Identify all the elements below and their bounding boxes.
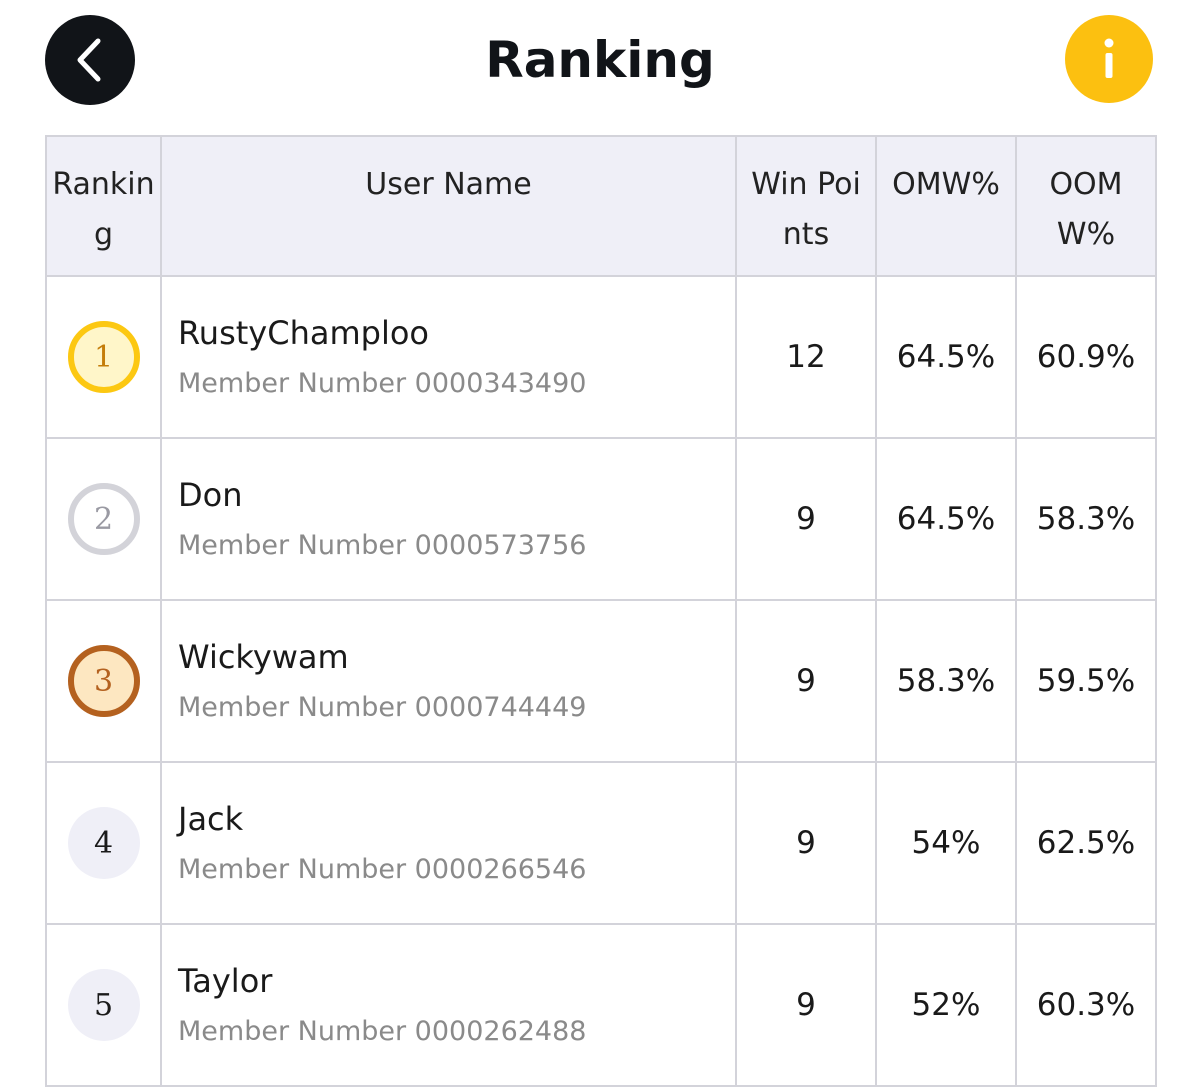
page-title: Ranking: [485, 31, 715, 89]
member-number: Member Number 0000262488: [178, 1016, 587, 1047]
oomw-cell: 58.3%: [1015, 437, 1157, 601]
rank-cell: 5: [45, 923, 162, 1087]
info-icon: [1104, 38, 1114, 78]
column-header-ranking: Ranking: [45, 135, 162, 277]
ranking-table-container: Ranking User Name Win Points OMW% OOMW% …: [45, 135, 1157, 1087]
user-cell: Taylor Member Number 0000262488: [160, 923, 737, 1087]
ranking-table: Ranking User Name Win Points OMW% OOMW% …: [45, 135, 1157, 1087]
oomw-cell: 60.9%: [1015, 275, 1157, 439]
info-button[interactable]: [1065, 15, 1153, 103]
table-row[interactable]: 2 Don Member Number 0000573756 9 64.5% 5…: [45, 437, 1157, 601]
user-name: Jack: [178, 800, 244, 838]
column-header-user-name: User Name: [160, 135, 737, 277]
user-cell: Wickywam Member Number 0000744449: [160, 599, 737, 763]
rank-cell: 3: [45, 599, 162, 763]
column-header-omw: OMW%: [875, 135, 1017, 277]
oomw-cell: 62.5%: [1015, 761, 1157, 925]
member-number: Member Number 0000343490: [178, 368, 587, 399]
win-points-cell: 9: [735, 923, 877, 1087]
user-name: RustyChamploo: [178, 314, 429, 352]
user-cell: RustyChamploo Member Number 0000343490: [160, 275, 737, 439]
table-row[interactable]: 3 Wickywam Member Number 0000744449 9 58…: [45, 599, 1157, 763]
oomw-cell: 60.3%: [1015, 923, 1157, 1087]
win-points-cell: 12: [735, 275, 877, 439]
table-row[interactable]: 1 RustyChamploo Member Number 0000343490…: [45, 275, 1157, 439]
table-row[interactable]: 4 Jack Member Number 0000266546 9 54% 62…: [45, 761, 1157, 925]
silver-medal-badge: 2: [67, 483, 140, 555]
user-name: Taylor: [178, 962, 273, 1000]
chevron-left-icon: [77, 38, 101, 82]
rank-cell: 4: [45, 761, 162, 925]
gold-medal-badge: 1: [67, 321, 140, 393]
member-number: Member Number 0000266546: [178, 854, 587, 885]
user-cell: Jack Member Number 0000266546: [160, 761, 737, 925]
column-header-win-points: Win Points: [735, 135, 877, 277]
omw-cell: 54%: [875, 761, 1017, 925]
win-points-cell: 9: [735, 761, 877, 925]
back-button[interactable]: [45, 15, 135, 105]
oomw-cell: 59.5%: [1015, 599, 1157, 763]
bronze-medal-badge: 3: [67, 645, 140, 717]
rank-cell: 1: [45, 275, 162, 439]
user-name: Don: [178, 476, 243, 514]
rank-badge: 4: [67, 807, 140, 879]
table-row[interactable]: 5 Taylor Member Number 0000262488 9 52% …: [45, 923, 1157, 1087]
omw-cell: 64.5%: [875, 437, 1017, 601]
member-number: Member Number 0000573756: [178, 530, 587, 561]
member-number: Member Number 0000744449: [178, 692, 587, 723]
rank-badge: 5: [67, 969, 140, 1041]
user-cell: Don Member Number 0000573756: [160, 437, 737, 601]
win-points-cell: 9: [735, 599, 877, 763]
column-header-oomw: OOMW%: [1015, 135, 1157, 277]
omw-cell: 58.3%: [875, 599, 1017, 763]
table-header-row: Ranking User Name Win Points OMW% OOMW%: [45, 135, 1157, 277]
win-points-cell: 9: [735, 437, 877, 601]
header: Ranking: [0, 0, 1200, 120]
omw-cell: 52%: [875, 923, 1017, 1087]
omw-cell: 64.5%: [875, 275, 1017, 439]
user-name: Wickywam: [178, 638, 349, 676]
rank-cell: 2: [45, 437, 162, 601]
